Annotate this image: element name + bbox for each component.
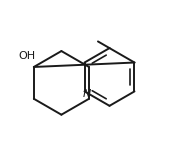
Text: OH: OH [19, 51, 36, 61]
Text: N: N [83, 89, 91, 99]
